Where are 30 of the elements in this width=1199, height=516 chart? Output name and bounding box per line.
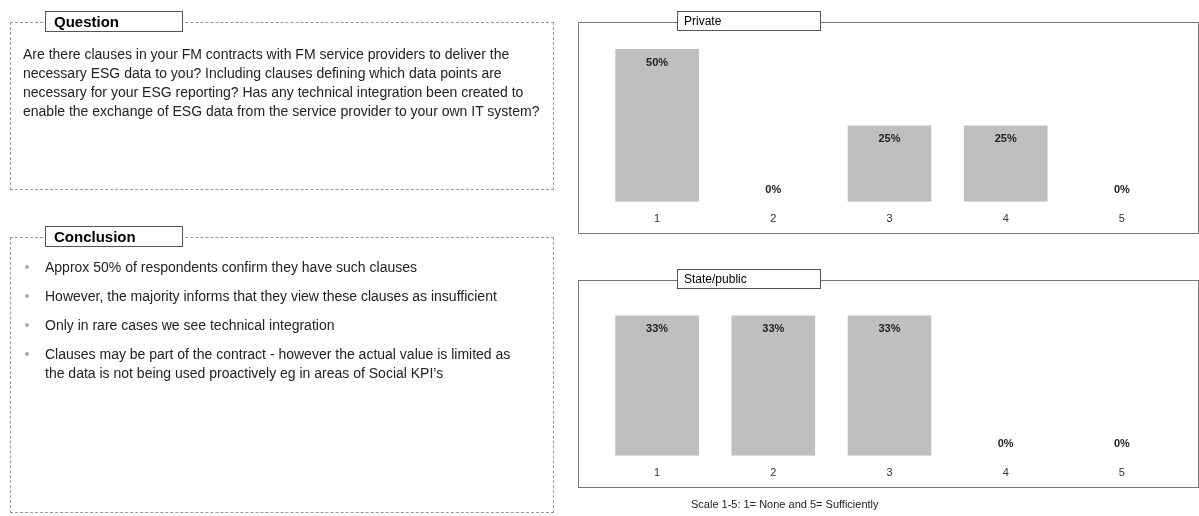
data-label: 33%	[762, 322, 785, 335]
x-tick-label: 5	[1118, 466, 1125, 479]
x-tick-label: 3	[886, 466, 893, 479]
data-label: 0%	[765, 183, 782, 196]
data-label: 25%	[878, 131, 901, 144]
x-tick-label: 2	[770, 212, 777, 225]
data-label: 50%	[646, 55, 669, 68]
data-label: 25%	[994, 131, 1017, 144]
text: Clauses may be part of the contract - however the actual value is limited as the data is not being used proactively eg in areas of Social KPI’s	[45, 345, 512, 383]
x-tick-label: 1	[654, 466, 661, 479]
data-label: 0%	[1113, 437, 1131, 450]
chart-title: Private	[677, 11, 821, 31]
text: Are there clauses in your FM contracts with FM service providers to deliver the necessary ESG data to you? Including clauses defining which data points are necessary for your ESG reporting? Has any technical integration been created to enable the exchange of ESG data from the service provider to your own IT system?	[23, 46, 540, 119]
text: Only in rare cases we see technical integration	[45, 316, 336, 335]
chart-title: State/public	[677, 269, 821, 289]
text: Question	[45, 11, 183, 32]
data-label: 0%	[997, 437, 1014, 450]
data-label: 33%	[878, 322, 901, 335]
x-tick-label: 4	[1002, 466, 1009, 479]
x-tick-label: 3	[886, 212, 893, 225]
text: However, the majority informs that they view these clauses as insufficient	[45, 287, 498, 306]
data-label: 0%	[1113, 183, 1131, 196]
text: Approx 50% of respondents confirm they have such clauses	[45, 258, 418, 277]
x-tick-label: 2	[770, 466, 777, 479]
x-tick-label: 5	[1118, 212, 1125, 225]
text: Scale 1-5: 1= None and 5= Sufficiently	[691, 498, 879, 510]
text: Conclusion	[45, 226, 183, 247]
x-tick-label: 1	[654, 212, 661, 225]
data-label: 33%	[646, 322, 669, 335]
x-tick-label: 4	[1002, 212, 1009, 225]
